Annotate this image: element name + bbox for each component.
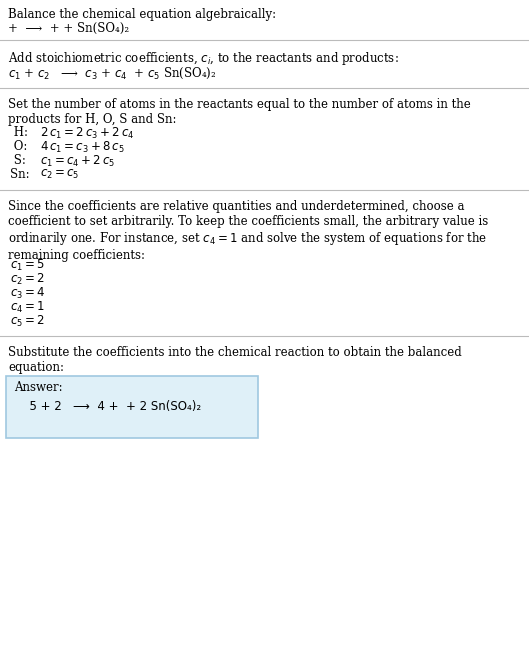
- Text: Since the coefficients are relative quantities and underdetermined, choose a
coe: Since the coefficients are relative quan…: [8, 200, 488, 263]
- Text: 5 + 2   ⟶  4 +  + 2 Sn(SO₄)₂: 5 + 2 ⟶ 4 + + 2 Sn(SO₄)₂: [22, 400, 201, 413]
- Text: S:: S:: [10, 154, 26, 167]
- Text: $c_5 = 2$: $c_5 = 2$: [10, 314, 45, 329]
- Text: $4\,c_1 = c_3 + 8\,c_5$: $4\,c_1 = c_3 + 8\,c_5$: [40, 140, 125, 155]
- Text: +  ⟶  + + Sn(SO₄)₂: + ⟶ + + Sn(SO₄)₂: [8, 22, 129, 35]
- Text: Substitute the coefficients into the chemical reaction to obtain the balanced
eq: Substitute the coefficients into the che…: [8, 346, 462, 374]
- Text: Sn:: Sn:: [10, 168, 30, 181]
- Bar: [6, 376, 258, 438]
- Text: $c_4 = 1$: $c_4 = 1$: [10, 300, 45, 315]
- Text: H:: H:: [10, 126, 28, 139]
- Text: O:: O:: [10, 140, 28, 153]
- Text: $c_2 = c_5$: $c_2 = c_5$: [40, 168, 79, 181]
- Text: $c_1$ + $c_2$   ⟶  $c_3$ + $c_4$  + $c_5$ Sn(SO₄)₂: $c_1$ + $c_2$ ⟶ $c_3$ + $c_4$ + $c_5$ Sn…: [8, 66, 216, 82]
- Text: $c_1 = 5$: $c_1 = 5$: [10, 258, 45, 273]
- Text: $c_3 = 4$: $c_3 = 4$: [10, 286, 45, 301]
- Text: $2\,c_1 = 2\,c_3 + 2\,c_4$: $2\,c_1 = 2\,c_3 + 2\,c_4$: [40, 126, 134, 141]
- Text: Answer:: Answer:: [14, 381, 62, 394]
- Text: $c_2 = 2$: $c_2 = 2$: [10, 272, 45, 287]
- Text: Set the number of atoms in the reactants equal to the number of atoms in the
pro: Set the number of atoms in the reactants…: [8, 98, 471, 126]
- Text: $c_1 = c_4 + 2\,c_5$: $c_1 = c_4 + 2\,c_5$: [40, 154, 115, 169]
- Text: Add stoichiometric coefficients, $c_i$, to the reactants and products:: Add stoichiometric coefficients, $c_i$, …: [8, 50, 399, 67]
- Text: Balance the chemical equation algebraically:: Balance the chemical equation algebraica…: [8, 8, 276, 21]
